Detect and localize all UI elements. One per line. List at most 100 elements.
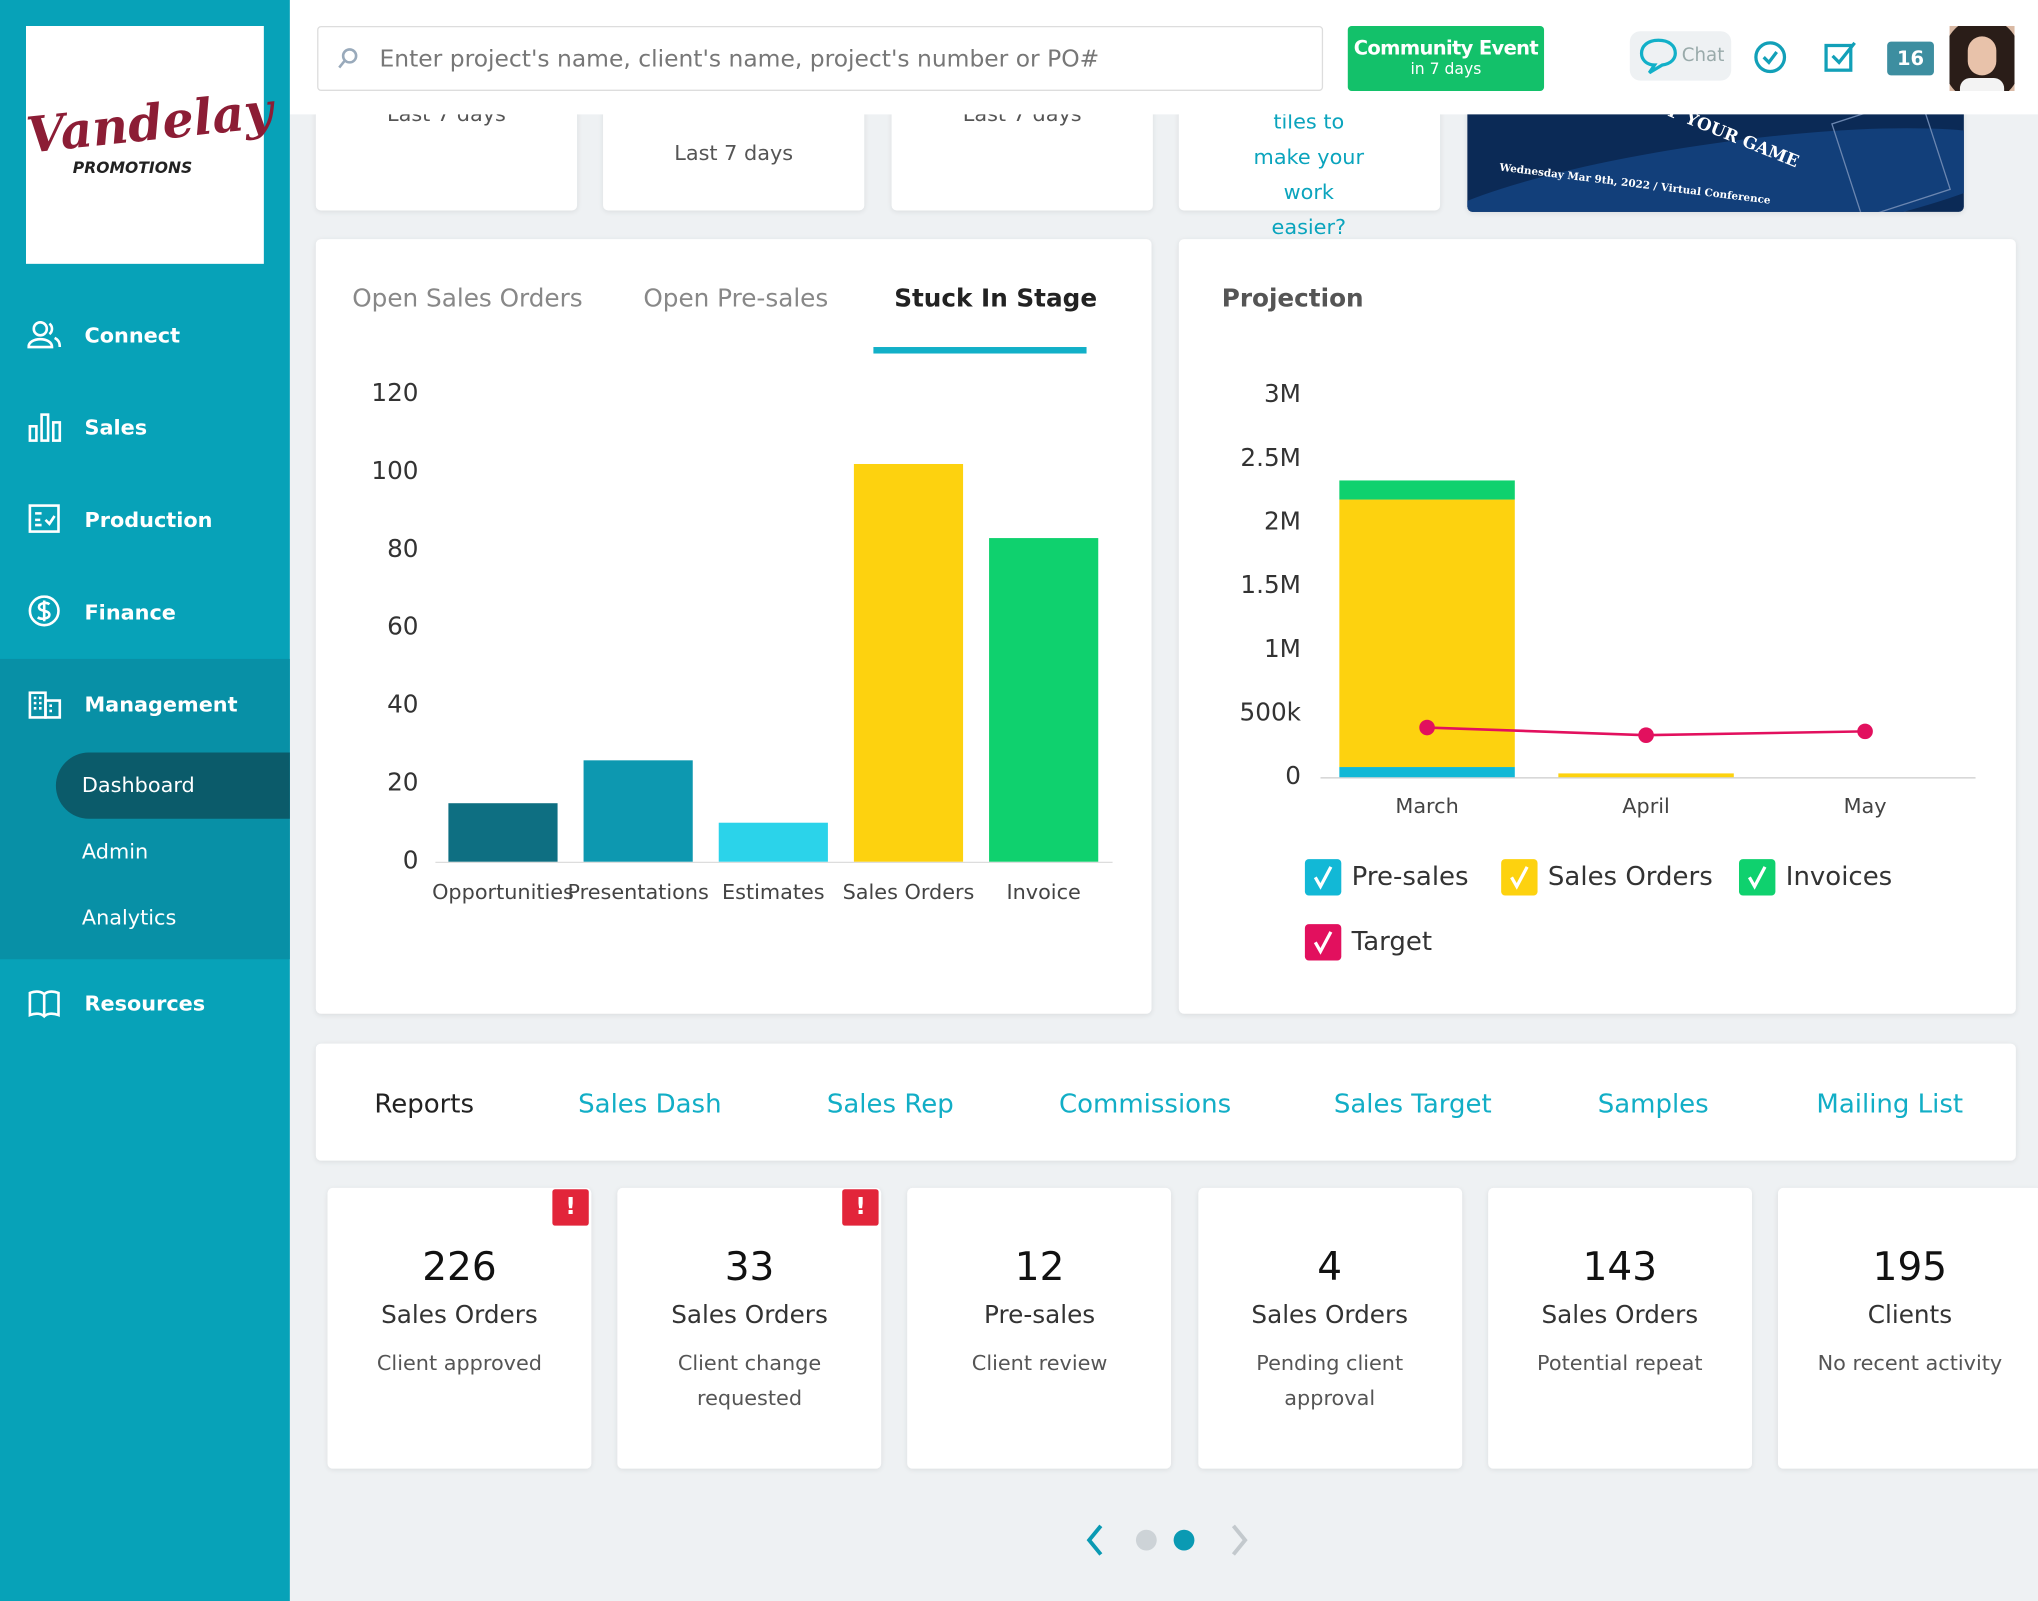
y-tick-label: 80 [387,534,418,563]
alert-badge: ! [552,1189,589,1226]
y-tick-label: 500k [1240,698,1302,727]
y-tick-label: 120 [371,378,418,407]
summary-card[interactable]: 195 Clients No recent activity [1777,1187,2038,1469]
chart-tab[interactable]: Stuck In Stage [894,284,1098,314]
card-title: Pre-sales [984,1300,1096,1330]
nav-subitem[interactable]: Admin [81,838,149,864]
carousel-dot[interactable] [1135,1529,1157,1551]
nav-item[interactable]: Sales [84,415,148,440]
summary-card[interactable]: ! 33 Sales Orders Client change requested [617,1187,882,1469]
legend-item[interactable]: Pre-sales [1304,859,1469,896]
search-icon [338,48,358,69]
nav-icon-svg [28,990,60,1019]
report-link[interactable]: Sales Target [1333,1087,1492,1120]
legend-check [1313,931,1333,955]
legend-label: Invoices [1786,862,1892,892]
x-tick-label: April [1622,794,1670,818]
legend-item[interactable]: Sales Orders [1501,859,1713,896]
todo-icon[interactable] [1822,39,1858,75]
nav-icon-svg [28,413,62,442]
card-count: 4 [1317,1245,1343,1291]
bar-segment [1558,773,1734,778]
legend-check [1313,866,1333,890]
legend-checkbox [1501,859,1538,896]
target-point [1857,723,1873,740]
nav-icon [27,503,63,537]
x-tick-label: Estimates [722,880,825,904]
y-tick-label: 40 [387,690,418,719]
y-tick-label: 1M [1264,634,1301,663]
notification-badge[interactable]: 16 [1887,41,1934,76]
tab-underline [873,347,1087,354]
y-tick-label: 0 [403,846,419,875]
nav-subitem[interactable]: Analytics [81,905,177,930]
carousel-prev[interactable] [1086,1524,1103,1556]
y-tick-label: 100 [371,456,418,485]
summary-card[interactable]: 12 Pre-sales Client review [907,1187,1172,1469]
nav-icon [27,986,63,1020]
legend-label: Sales Orders [1548,862,1713,892]
y-tick-label: 20 [387,768,418,797]
event-title: Community Event [1353,36,1539,60]
legend-checkbox [1304,924,1342,961]
card-count: 195 [1872,1245,1948,1291]
card-count: 143 [1582,1245,1658,1291]
chart-tab[interactable]: Open Sales Orders [352,284,583,314]
nav-item[interactable]: Production [84,507,213,533]
logo[interactable]: Vandelay PROMOTIONS [24,25,275,264]
nav-item[interactable]: Finance [84,599,176,625]
avatar-shirt [1959,77,2005,91]
logo-tagline: PROMOTIONS [72,158,193,177]
nav-item[interactable]: Management [84,692,238,717]
chat-icon [1639,38,1677,75]
chat-button[interactable]: Chat [1629,31,1732,81]
nav-subitem[interactable]: Dashboard [81,772,195,798]
search-box[interactable]: Enter project's name, client's name, pro… [317,25,1324,91]
target-point [1638,727,1654,743]
carousel-dot[interactable] [1173,1529,1195,1551]
tasks-icon[interactable] [1752,39,1788,75]
report-link[interactable]: Mailing List [1816,1087,1964,1120]
nav-item[interactable]: Resources [84,991,206,1016]
target-point [1419,719,1435,736]
nav-icon-svg [27,321,62,349]
nav-icon [27,318,63,352]
chart-tab[interactable]: Open Pre-sales [643,284,829,314]
summary-card[interactable]: 143 Sales Orders Potential repeat [1487,1187,1752,1469]
report-link[interactable]: Sales Dash [578,1087,722,1120]
event-button[interactable]: Community Event in 7 days [1347,25,1545,91]
x-tick-label: Opportunities [432,880,574,904]
legend-item[interactable]: Invoices [1738,859,1892,896]
legend-item[interactable]: Target [1304,924,1432,961]
card-subtitle: No recent activity [1817,1350,2003,1376]
report-link[interactable]: Commissions [1058,1087,1232,1120]
card-title: Sales Orders [381,1300,538,1330]
carousel [1086,1524,1248,1556]
card-title: Sales Orders [671,1300,828,1330]
legend-checkbox [1738,859,1776,896]
avatar-face [1967,36,1997,76]
projection-title: Projection [1221,284,1364,314]
report-link[interactable]: Sales Rep [826,1087,954,1120]
tile-text: Last 7 days [674,140,794,166]
y-tick-label: 1.5M [1240,570,1301,599]
nav-item[interactable]: Connect [84,322,181,348]
nav-active [55,752,290,819]
y-tick-label: 3M [1264,379,1301,408]
bar-segment [1339,480,1515,500]
sidebar: Vandelay PROMOTIONS Connect Sales Producti… [0,0,290,1601]
legend-checkbox [1304,859,1342,896]
report-link[interactable]: Samples [1597,1087,1709,1120]
x-tick-label: March [1395,794,1458,818]
bar [718,822,828,862]
summary-card[interactable]: ! 226 Sales Orders Client approved [327,1187,592,1469]
carousel-next[interactable] [1231,1524,1248,1556]
avatar[interactable] [1949,25,2015,91]
x-tick-label: Sales Orders [843,880,975,904]
search-placeholder: Enter project's name, client's name, pro… [379,45,1100,73]
x-tick-label: Invoice [1007,880,1081,904]
summary-card[interactable]: 4 Sales Orders Pending client approval [1197,1187,1462,1469]
event-subtitle: in 7 days [1410,59,1482,78]
